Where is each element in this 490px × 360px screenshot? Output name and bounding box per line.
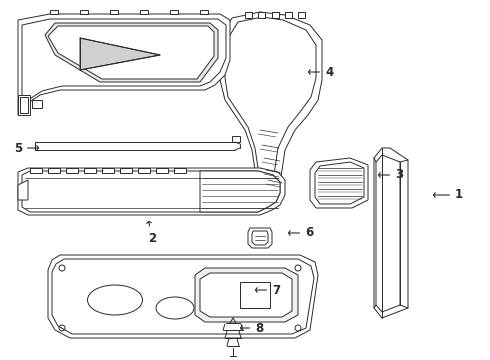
Polygon shape [80,10,88,14]
Polygon shape [374,148,408,318]
Polygon shape [376,155,400,312]
Polygon shape [310,158,368,208]
Polygon shape [248,228,272,248]
Polygon shape [138,168,150,173]
Polygon shape [252,231,268,245]
Polygon shape [48,168,60,173]
Text: 1: 1 [434,189,463,202]
Polygon shape [48,26,214,79]
Polygon shape [225,17,316,187]
Polygon shape [18,180,28,200]
Polygon shape [245,12,252,18]
Polygon shape [120,168,132,173]
Polygon shape [110,10,118,14]
Polygon shape [30,168,42,173]
Polygon shape [66,168,78,173]
Polygon shape [272,12,279,18]
Polygon shape [195,268,298,322]
Polygon shape [22,19,226,110]
Polygon shape [240,282,270,308]
Polygon shape [18,168,285,215]
Polygon shape [200,273,292,317]
Polygon shape [285,12,292,18]
Polygon shape [174,168,186,173]
Polygon shape [298,12,305,18]
Polygon shape [18,95,30,115]
Polygon shape [315,162,364,204]
Text: 6: 6 [289,226,313,239]
Polygon shape [220,12,322,190]
Text: 4: 4 [309,66,333,78]
Polygon shape [140,10,148,14]
Polygon shape [20,97,28,113]
Polygon shape [45,23,218,82]
Polygon shape [22,171,280,212]
Polygon shape [52,259,314,334]
Text: 8: 8 [241,321,263,334]
Polygon shape [50,10,58,14]
Polygon shape [200,171,280,212]
Text: 7: 7 [255,284,280,297]
Polygon shape [84,168,96,173]
Polygon shape [32,100,42,108]
Text: 3: 3 [378,168,403,181]
Text: 2: 2 [147,221,156,244]
Polygon shape [48,255,318,338]
Polygon shape [232,136,240,142]
Text: 5: 5 [14,141,39,154]
Polygon shape [156,168,168,173]
Polygon shape [80,38,160,70]
Polygon shape [258,12,265,18]
Polygon shape [170,10,178,14]
Polygon shape [18,14,230,115]
Polygon shape [200,10,208,14]
Polygon shape [102,168,114,173]
